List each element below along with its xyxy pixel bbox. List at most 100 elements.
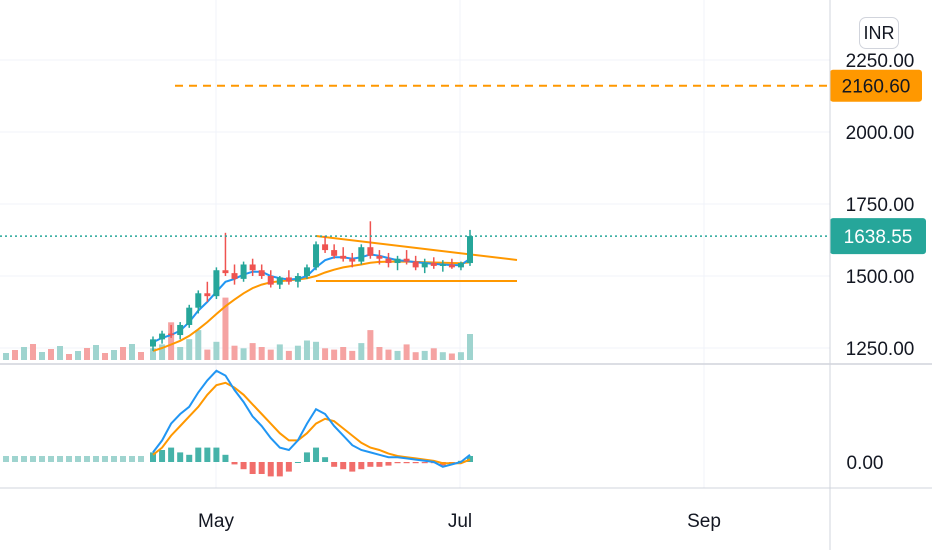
candle-body[interactable] bbox=[457, 263, 464, 268]
triangle-upper-trendline[interactable] bbox=[315, 235, 518, 261]
volume-bar bbox=[367, 330, 374, 360]
candle-body[interactable] bbox=[303, 267, 310, 276]
time-tick-label: May bbox=[198, 511, 234, 532]
candle-body[interactable] bbox=[231, 273, 238, 279]
candle-body[interactable] bbox=[294, 276, 301, 282]
volume-bar bbox=[439, 352, 446, 360]
candle-body[interactable] bbox=[448, 264, 455, 268]
oscillator-histogram-bar bbox=[30, 456, 36, 462]
oscillator-tick-label: 0.00 bbox=[847, 453, 884, 474]
volume-bar bbox=[231, 345, 238, 360]
oscillator-histogram-bar bbox=[394, 462, 401, 464]
candle-body[interactable] bbox=[267, 276, 274, 285]
candle-body[interactable] bbox=[177, 324, 184, 336]
candle-body[interactable] bbox=[430, 263, 437, 266]
candle-body[interactable] bbox=[150, 339, 156, 347]
candle-body[interactable] bbox=[349, 258, 356, 262]
candle-body[interactable] bbox=[331, 250, 338, 256]
candle-body[interactable] bbox=[222, 270, 229, 274]
price-tick-label: 1250.00 bbox=[846, 339, 915, 360]
candle-body[interactable] bbox=[240, 264, 247, 279]
volume-bar bbox=[340, 347, 347, 360]
candle-body[interactable] bbox=[159, 333, 166, 340]
volume-bar bbox=[412, 352, 419, 360]
volume-bar bbox=[102, 353, 108, 360]
candle-body[interactable] bbox=[313, 244, 320, 268]
candle-body[interactable] bbox=[168, 333, 175, 336]
oscillator-histogram-bar bbox=[84, 456, 90, 462]
volume-bar bbox=[331, 349, 338, 360]
oscillator-histogram-bar bbox=[111, 456, 117, 462]
candle-body[interactable] bbox=[421, 263, 428, 268]
oscillator-histogram-bar bbox=[102, 456, 108, 462]
candle-body[interactable] bbox=[367, 247, 374, 256]
volume-bar bbox=[213, 341, 220, 360]
volume-bar bbox=[3, 353, 9, 360]
candle-body[interactable] bbox=[412, 261, 419, 268]
oscillator-histogram-bar bbox=[159, 450, 166, 462]
volume-bar bbox=[57, 346, 63, 360]
oscillator-histogram-bar bbox=[66, 456, 72, 462]
oscillator-histogram-bar bbox=[240, 462, 247, 470]
candle-body[interactable] bbox=[276, 277, 283, 285]
candle-body[interactable] bbox=[186, 307, 193, 325]
volume-bar bbox=[66, 354, 72, 360]
volume-bar bbox=[457, 352, 464, 360]
volume-bar bbox=[467, 334, 473, 360]
candle-body[interactable] bbox=[394, 258, 401, 264]
oscillator-histogram-bar bbox=[258, 462, 265, 474]
currency-button[interactable]: INR bbox=[859, 17, 899, 49]
candle-body[interactable] bbox=[358, 247, 365, 262]
volume-bar bbox=[111, 350, 117, 360]
oscillator-histogram-bar bbox=[340, 462, 347, 470]
candle-body[interactable] bbox=[376, 255, 383, 259]
volume-bar bbox=[75, 351, 81, 360]
candle-body[interactable] bbox=[285, 277, 292, 282]
candle-body[interactable] bbox=[439, 264, 446, 266]
volume-bar bbox=[258, 347, 265, 360]
volume-bar bbox=[138, 352, 144, 360]
candle-body[interactable] bbox=[195, 293, 202, 308]
oscillator-histogram-bar bbox=[195, 447, 202, 462]
last-price-label: 1638.55 bbox=[844, 227, 913, 248]
oscillator-histogram-bar bbox=[12, 456, 18, 462]
oscillator-histogram-bar bbox=[276, 462, 283, 477]
candle-body[interactable] bbox=[204, 293, 211, 297]
oscillator-histogram-bar bbox=[150, 452, 156, 462]
oscillator-histogram-bar bbox=[138, 456, 144, 462]
volume-bar bbox=[21, 347, 27, 360]
volume-bar bbox=[303, 340, 310, 360]
trendlines bbox=[315, 235, 518, 282]
price-tick-label: 2000.00 bbox=[846, 123, 915, 144]
price-tick-label: 1500.00 bbox=[846, 267, 915, 288]
volume-bar bbox=[385, 349, 392, 360]
alert-level-tag[interactable] bbox=[830, 69, 922, 102]
oscillator-histogram-bar bbox=[21, 456, 27, 462]
oscillator-histogram-bar bbox=[303, 452, 310, 462]
candle-body[interactable] bbox=[403, 258, 410, 262]
oscillator-macd-line bbox=[152, 369, 471, 468]
candle-body[interactable] bbox=[258, 270, 265, 276]
volume-bar bbox=[313, 341, 320, 360]
oscillator-histogram-bar bbox=[322, 457, 329, 462]
candle-body[interactable] bbox=[385, 258, 392, 264]
volume-bar bbox=[39, 352, 45, 360]
oscillator-histogram-bar bbox=[467, 456, 473, 462]
oscillator-histogram-bar bbox=[129, 456, 135, 462]
volume-bar bbox=[430, 348, 437, 360]
oscillator-histogram-bar bbox=[249, 462, 256, 474]
oscillator-histogram-bar bbox=[294, 462, 301, 463]
candle-body[interactable] bbox=[249, 264, 256, 271]
candle-body[interactable] bbox=[322, 244, 329, 251]
price-tick-label: 1750.00 bbox=[846, 195, 915, 216]
candle-body[interactable] bbox=[467, 236, 473, 264]
candle-body[interactable] bbox=[213, 270, 220, 297]
oscillator-histogram-bar bbox=[358, 462, 365, 470]
volume-bar bbox=[48, 349, 54, 360]
last-price-tag[interactable] bbox=[830, 218, 926, 255]
candle-body[interactable] bbox=[340, 255, 347, 259]
volume-bar bbox=[448, 353, 455, 360]
price-tick-label: 2250.00 bbox=[846, 51, 915, 72]
oscillator-histogram-bar bbox=[231, 462, 238, 465]
